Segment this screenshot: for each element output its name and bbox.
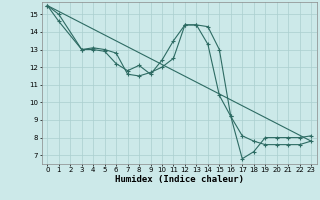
X-axis label: Humidex (Indice chaleur): Humidex (Indice chaleur): [115, 175, 244, 184]
